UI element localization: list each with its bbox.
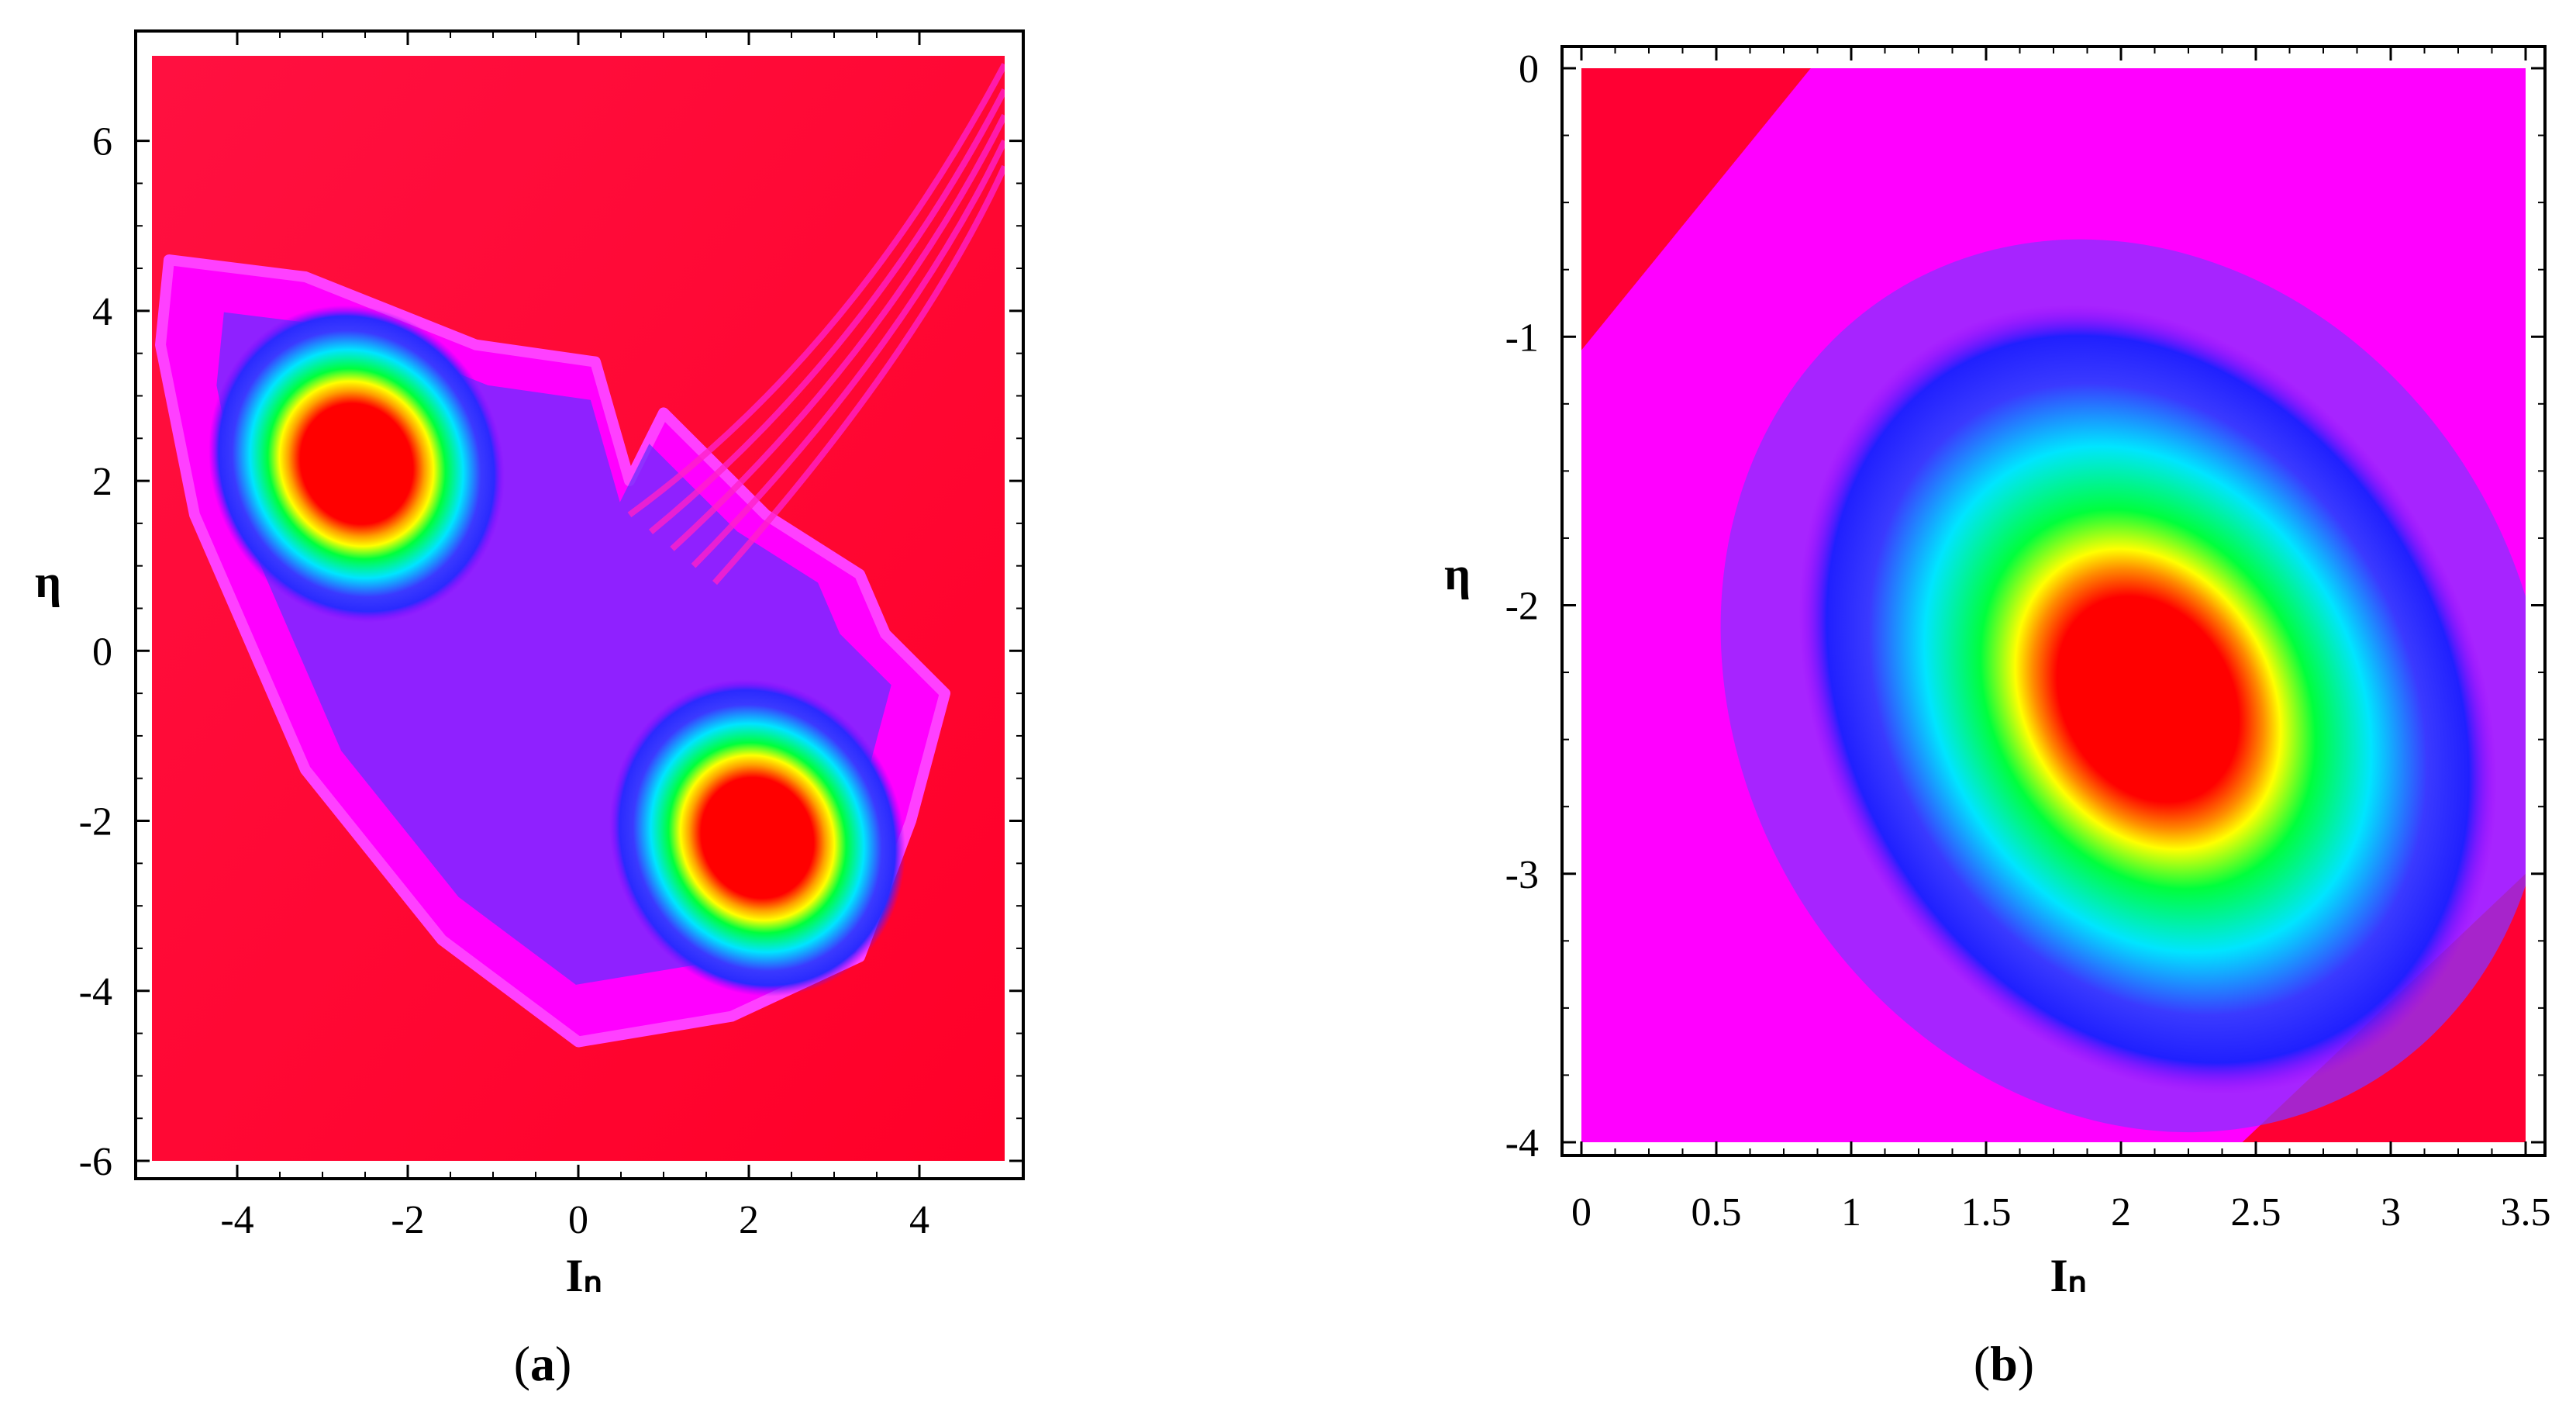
x-tick-label: 2 xyxy=(2111,1190,2131,1235)
panel-b-x-axis-label: Iₙ xyxy=(2050,1250,2086,1301)
panel-b-y-axis-label: η xyxy=(1444,548,1471,599)
panel-b-ticks: 0 0.5 1 1.5 2 2.5 3 3.5 0 -1 -2 -3 -4 xyxy=(1505,47,2551,1235)
panel-a-heatmap xyxy=(152,56,1005,1161)
separatrix-filament xyxy=(670,113,1005,551)
separatrix-filament xyxy=(648,88,1005,534)
x-tick-label: 2 xyxy=(739,1198,759,1242)
y-tick-label: 0 xyxy=(1519,47,1539,92)
x-tick-label: 0.5 xyxy=(1691,1190,1742,1235)
x-tick-label: 0 xyxy=(1571,1190,1591,1235)
panel-b-heatmap xyxy=(1581,68,2526,1142)
x-tick-label: 1 xyxy=(1841,1190,1861,1235)
stability-island xyxy=(209,305,505,623)
y-tick-label: -1 xyxy=(1505,316,1539,360)
separatrix-filament xyxy=(691,139,1005,568)
y-tick-label: 2 xyxy=(92,460,112,504)
separatrix-filament xyxy=(627,63,1005,518)
stability-island xyxy=(609,679,905,997)
panel-a: -4 -2 0 2 4 -6 -4 -2 0 2 4 6 Iₙ η (a) xyxy=(35,29,1025,1391)
y-tick-label: -4 xyxy=(1505,1121,1539,1166)
y-tick-label: -2 xyxy=(1505,585,1539,629)
y-tick-label: 4 xyxy=(92,290,112,334)
x-tick-label: -4 xyxy=(220,1198,253,1242)
x-tick-label: 3 xyxy=(2381,1190,2401,1235)
stability-island xyxy=(1798,304,2498,1095)
corner-region-top-left xyxy=(1581,68,1811,351)
y-tick-label: -2 xyxy=(79,800,112,844)
panel-a-caption: (a) xyxy=(514,1336,572,1391)
x-tick-label: -2 xyxy=(391,1198,424,1242)
x-tick-label: 3.5 xyxy=(2501,1190,2551,1235)
x-tick-label: 0 xyxy=(568,1198,588,1242)
panel-a-x-axis-label: Iₙ xyxy=(565,1250,602,1301)
separatrix-filament xyxy=(712,164,1005,585)
y-tick-label: -6 xyxy=(79,1140,112,1184)
panel-a-ticks: -4 -2 0 2 4 -6 -4 -2 0 2 4 6 xyxy=(79,31,1023,1242)
y-tick-label: 0 xyxy=(92,630,112,674)
x-tick-label: 1.5 xyxy=(1961,1190,2012,1235)
y-tick-label: -3 xyxy=(1505,853,1539,897)
x-tick-label: 4 xyxy=(909,1198,929,1242)
panel-b-caption: (b) xyxy=(1974,1336,2034,1391)
panel-a-y-axis-label: η xyxy=(35,556,61,607)
y-tick-label: 6 xyxy=(92,120,112,164)
y-tick-label: -4 xyxy=(79,970,112,1014)
x-tick-label: 2.5 xyxy=(2231,1190,2281,1235)
panel-b: 0 0.5 1 1.5 2 2.5 3 3.5 0 -1 -2 -3 -4 Iₙ η (b) xyxy=(1444,45,2551,1391)
